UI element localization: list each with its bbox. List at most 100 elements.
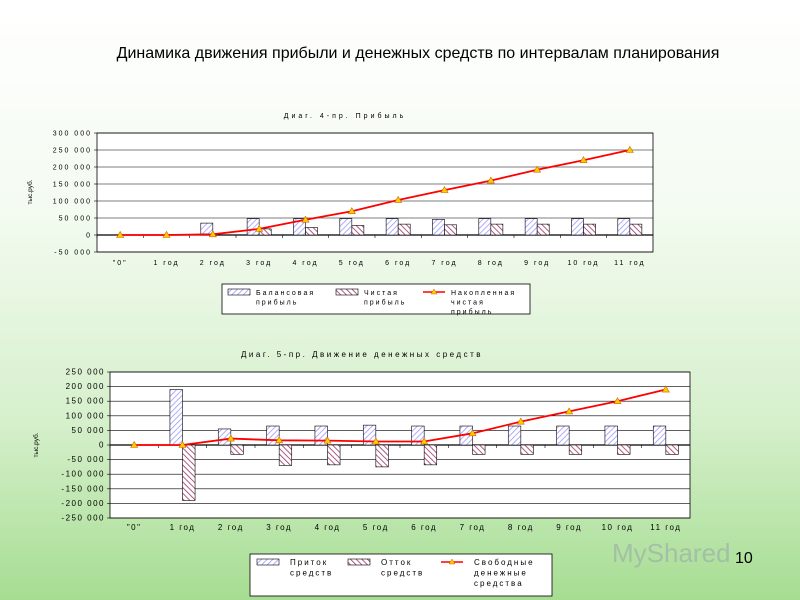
bar-a [556,425,570,446]
bar-b [327,444,341,466]
plot-area [96,132,654,253]
legend-label: прибыль [256,299,298,307]
line-marker [162,230,171,238]
line-marker [420,437,429,445]
legend-swatch [347,558,371,566]
line-marker [347,207,356,214]
bar-b [278,444,293,466]
x-tick-label: 1 год [170,523,196,532]
legend-swatch [227,288,251,296]
line-marker [275,436,284,444]
bar-b [629,223,643,236]
x-tick-label: 7 год [431,260,457,267]
bar-a [246,218,260,236]
bar-b [617,444,631,455]
y-axis-label: тыс.руб. [26,179,34,204]
bar-b [444,224,457,236]
line-marker [301,215,310,223]
bar-b [182,444,196,501]
chart-2: Диаг. 5-пр. Движение денежных средств 250… [32,350,691,597]
legend: Приток средств Отток средств Свободные денежн… [249,553,553,597]
bar-a [200,222,214,236]
legend-label: прибыль [364,299,406,307]
y-tick-label: -200 000 [61,499,105,508]
x-tick-label: 4 год [292,260,318,267]
bar-a [362,424,377,446]
chart-title: Диаг. 4-пр. Прибыль [284,112,407,120]
x-tick-label: 2 год [200,260,226,267]
line-marker [533,165,542,173]
x-tick-label: 6 год [385,260,411,267]
y-tick-label: -250 000 [61,514,105,523]
x-tick-label: 11 год [650,523,681,532]
y-tick-label: 100 000 [66,411,105,420]
legend-box [249,553,553,597]
bar-b [423,444,438,466]
x-tick-label: 3 год [266,523,292,532]
x-tick-label: "0" [113,260,128,267]
legend-label: средства [474,579,524,588]
y-tick-label: -150 000 [61,484,105,493]
y-axis-label: тыс.руб. [32,432,40,457]
bar-b [258,228,272,236]
y-tick-label: -50 000 [67,455,105,464]
x-tick-label: 4 год [315,523,341,532]
x-tick-label: 5 год [339,260,365,267]
watermark-logo: MyShared [612,538,731,568]
legend-label: Балансовая [256,290,315,297]
bar-a [524,218,538,236]
bar-a [478,218,492,236]
y-tick-label: 200 000 [66,382,105,391]
bar-b [568,444,583,455]
bar-a [571,218,584,236]
y-tick-label: -100 000 [61,470,105,479]
x-tick-label: 10 год [602,523,634,532]
legend-label: средств [381,569,424,578]
line-marker [371,437,380,445]
line-marker [661,385,670,393]
legend-label: Чистая [364,290,399,297]
bar-b [397,223,411,236]
bar-a [617,218,631,236]
x-tick-label: 2 год [218,523,244,532]
x-tick-label: 8 год [478,260,504,267]
y-tick-label: 150 000 [53,182,92,189]
legend-label: Накопленная [451,290,516,297]
bar-a [507,425,522,446]
line-marker [579,156,588,163]
bar-a [604,425,618,446]
x-tick-label: 10 год [568,260,600,267]
y-tick-label: 250 000 [53,148,92,155]
x-tick-label: 9 год [556,523,582,532]
series-line [120,149,631,236]
line-marker [565,407,574,415]
legend-swatch [335,288,359,296]
line-marker [323,436,332,444]
bar-a [652,425,667,446]
legend: Балансовая прибыль Чистая прибыль Накопленна… [221,283,531,316]
y-tick-label: 150 000 [66,397,105,406]
x-tick-label: 3 год [246,260,272,267]
line-marker [394,195,403,203]
bar-a [293,218,306,236]
series-line [134,388,667,446]
y-tick-label: 0 [86,233,92,240]
line-marker [516,417,525,425]
bar-a [411,425,425,446]
legend-label: средств [290,569,333,578]
bar-b [375,444,389,468]
chart-1: Диаг. 4-пр. Прибыль 300 000 250 000 200 000… [26,112,654,316]
legend-label: Приток [290,558,328,567]
bar-b [490,223,504,236]
legend-swatch [256,558,280,566]
bar-a [339,218,353,236]
legend-box [221,283,531,315]
bar-b [583,223,596,236]
bar-a [217,428,232,446]
bar-b [472,444,486,455]
line-marker [116,230,125,238]
y-tick-label: 50 000 [72,426,105,435]
legend-marker [430,288,438,295]
y-tick-label: -50 000 [54,250,92,257]
